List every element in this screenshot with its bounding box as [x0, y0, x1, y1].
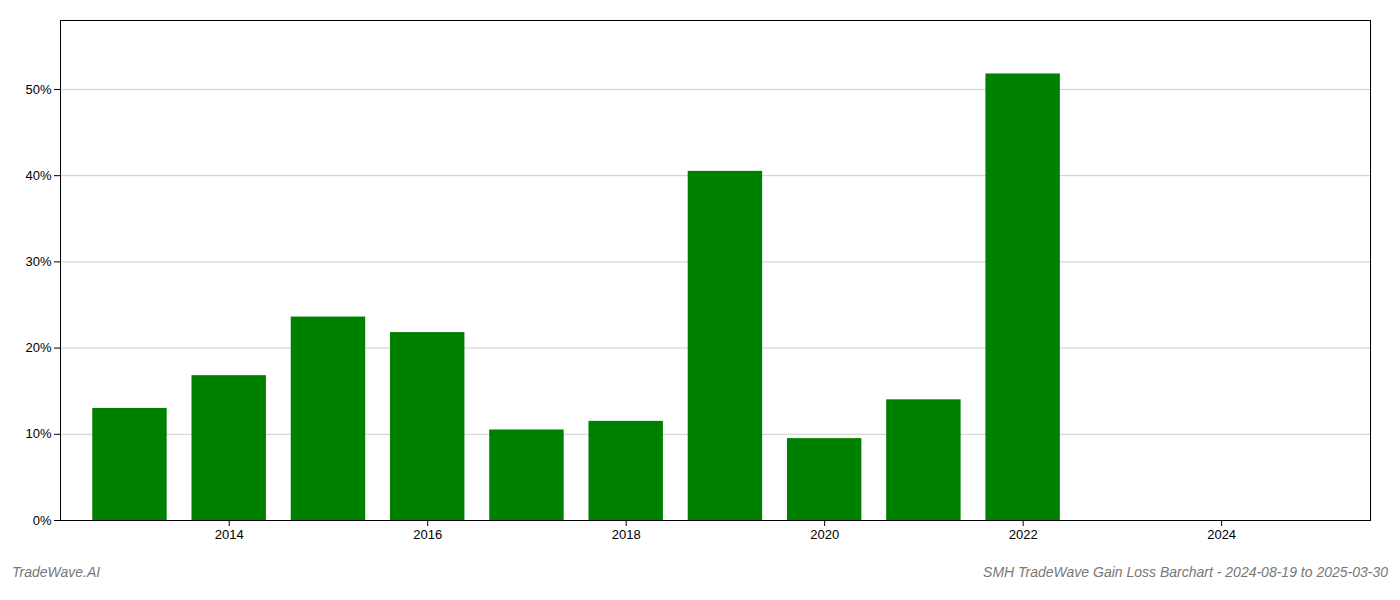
- svg-text:0%: 0%: [33, 513, 52, 528]
- html-text:SMH TradeWave Gain Loss Barcha: SMH TradeWave Gain Loss Barchart - 2024-…: [983, 564, 1388, 580]
- svg-text:2018: 2018: [612, 527, 641, 542]
- svg-text:40%: 40%: [25, 168, 51, 183]
- svg-text:50%: 50%: [25, 82, 51, 97]
- svg-text:2024: 2024: [1207, 527, 1236, 542]
- svg-text:20%: 20%: [25, 340, 51, 355]
- svg-text:10%: 10%: [25, 426, 51, 441]
- svg-text:2020: 2020: [810, 527, 839, 542]
- svg-text:2014: 2014: [215, 527, 244, 542]
- svg-text:30%: 30%: [25, 254, 51, 269]
- html-text:TradeWave.AI: TradeWave.AI: [12, 564, 101, 580]
- svg-text:2022: 2022: [1009, 527, 1038, 542]
- svg-text:2016: 2016: [413, 527, 442, 542]
